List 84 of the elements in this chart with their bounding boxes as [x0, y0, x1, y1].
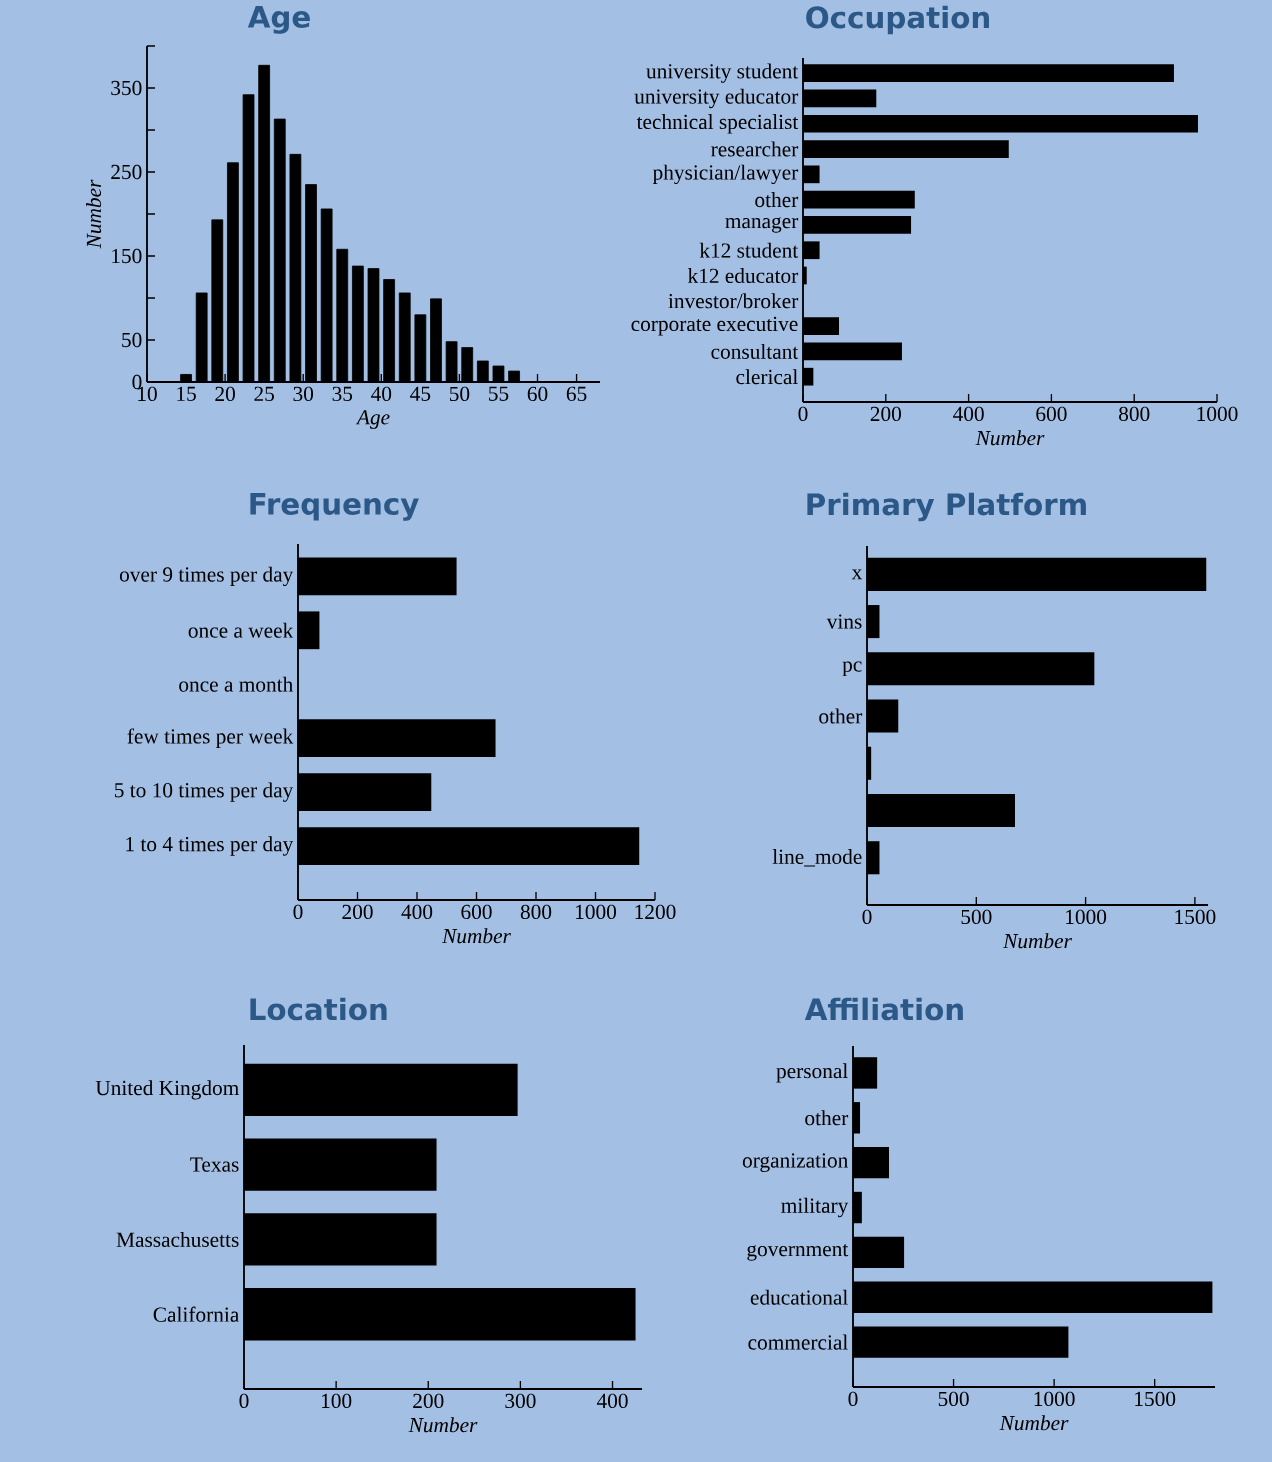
x-axis-title: Number [441, 928, 511, 944]
x-tick-label: 200 [870, 406, 901, 422]
x-tick-label: 400 [401, 904, 433, 920]
x-tick-label: 300 [505, 1393, 536, 1409]
chart-title: Affiliation [804, 997, 963, 1021]
x-tick-label: 1000 [576, 904, 617, 920]
x-tick-label: 1000 [1066, 909, 1107, 925]
y-tick-label: physician/lawyer [652, 164, 799, 185]
y-tick-label: other [805, 1110, 849, 1126]
y-tick-label: 150 [112, 248, 142, 264]
x-tick-label: 200 [342, 904, 373, 920]
y-tick-label: investor/broker [668, 293, 799, 309]
chart-title: Age [247, 6, 310, 34]
x-tick-label: 400 [953, 406, 984, 422]
y-tick-label: few times per week [127, 728, 294, 748]
x-tick-label: 200 [413, 1393, 444, 1409]
x-tick-label: 45 [410, 386, 431, 401]
y-tick-label: corporate executive [631, 316, 798, 336]
chart-title: Location [250, 997, 387, 1021]
x-tick-label: 50 [449, 386, 470, 402]
x-tick-label: 500 [961, 909, 992, 925]
x-axis-title: Number [408, 1417, 478, 1433]
chart-title: Frequency [250, 493, 419, 521]
y-tick-label: educational [750, 1289, 848, 1305]
y-tick-label: personal [776, 1063, 848, 1083]
y-tick-label: researcher [711, 141, 799, 157]
x-axis-title: Number [999, 1415, 1069, 1431]
x-tick-label: 400 [596, 1393, 628, 1409]
y-tick-label: over 9 times per day [119, 566, 294, 587]
x-tick-label: 1000 [1034, 1391, 1075, 1407]
x-tick-label: 800 [1119, 406, 1150, 422]
y-tick-label: consultant [711, 343, 799, 359]
x-tick-label: 30 [293, 386, 314, 402]
y-tick-label: Texas [190, 1157, 239, 1172]
y-tick-label: Massachusetts [116, 1231, 239, 1247]
x-tick-label: 25 [254, 386, 274, 402]
x-tick-label: 1500 [1135, 1391, 1176, 1407]
x-tick-label: 60 [527, 386, 548, 402]
x-tick-label: 500 [938, 1391, 969, 1407]
y-tick-label: clerical [736, 369, 798, 385]
y-tick-label: United Kingdom [95, 1080, 239, 1100]
y-tick-label: k12 student [699, 242, 799, 258]
y-tick-label: other [755, 192, 799, 208]
x-tick-label: 15 [177, 386, 196, 401]
x-tick-label: 100 [322, 1393, 352, 1409]
y-tick-label: once a week [188, 622, 294, 638]
x-axis-title: Number [975, 430, 1045, 446]
chart-title: Primary Platform [807, 492, 1086, 522]
y-tick-label: California [153, 1306, 240, 1322]
x-tick-label: 1500 [1175, 909, 1216, 925]
y-tick-label: technical specialist [636, 114, 799, 134]
y-tick-label: government [747, 1244, 849, 1261]
y-tick-label: once a month [179, 676, 294, 692]
y-tick-label: 250 [111, 164, 142, 180]
y-tick-label: manager [725, 217, 799, 233]
x-tick-label: 35 [332, 386, 353, 402]
y-tick-label: 1 to 4 times per day [126, 836, 294, 856]
y-tick-label: vins [826, 614, 862, 629]
x-tick-label: 1000 [1197, 406, 1238, 422]
x-axis-title: Number [1002, 933, 1072, 949]
x-tick-label: 20 [215, 386, 235, 402]
y-tick-label: other [819, 708, 863, 724]
y-tick-label: 5 to 10 times per day [115, 782, 294, 802]
x-tick-label: 600 [1036, 406, 1067, 422]
y-tick-label: university educator [634, 88, 799, 109]
x-tick-label: 1200 [635, 904, 676, 920]
y-tick-label: x [851, 569, 863, 580]
y-tick-label: pc [842, 661, 862, 677]
y-tick-label: commercial [748, 1334, 848, 1350]
y-tick-label: k12 educator [687, 268, 799, 284]
y-tick-label: military [781, 1197, 849, 1218]
y-tick-label: university student [646, 63, 799, 83]
chart-title: Occupation [806, 5, 989, 35]
y-tick-label: 350 [111, 80, 142, 96]
x-tick-label: 600 [461, 904, 492, 920]
x-tick-label: 800 [520, 904, 552, 920]
y-tick-label: 50 [122, 332, 142, 348]
x-tick-label: 40 [371, 386, 392, 402]
x-tick-label: 65 [566, 386, 587, 402]
x-axis-title: Age [355, 410, 390, 429]
y-axis-title: Number [86, 179, 102, 249]
y-tick-label: line_mode [772, 848, 862, 867]
y-tick-label: organization [742, 1153, 848, 1173]
x-tick-label: 55 [489, 386, 509, 401]
